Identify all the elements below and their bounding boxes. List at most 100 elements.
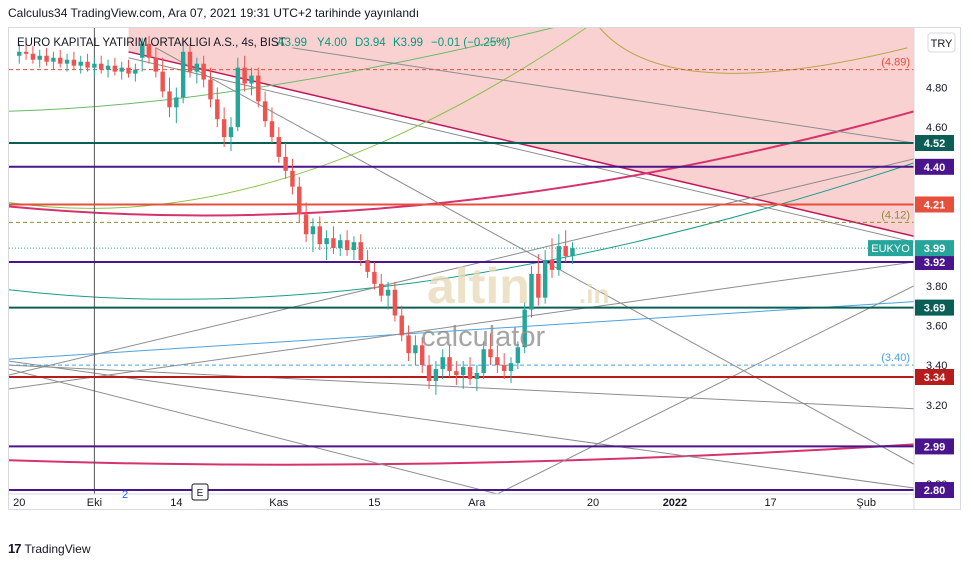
- candle-body: [515, 347, 521, 364]
- level-tag-3: [915, 253, 954, 270]
- ohlc-low: D3.94: [355, 37, 386, 49]
- currency-button[interactable]: TRY: [927, 32, 956, 53]
- candle: [256, 67, 261, 108]
- candle: [379, 273, 384, 302]
- candle: [420, 337, 425, 374]
- candle-body: [262, 101, 268, 122]
- legend: EURO KAPITAL YATIRIM ORTAKLIGI A.S., 4s,…: [17, 37, 510, 49]
- candle-body: [536, 273, 541, 298]
- candle-body: [215, 99, 220, 120]
- candle: [64, 53, 70, 72]
- candle-body: [549, 260, 555, 270]
- candle-body: [454, 371, 459, 376]
- candle-body: [276, 137, 282, 157]
- drawing-line-4: [599, 28, 908, 74]
- candle: [139, 37, 145, 72]
- symbol-tag-label: EUKYO: [871, 243, 910, 255]
- candle-body: [23, 51, 29, 54]
- candle: [201, 55, 206, 88]
- candle-body: [283, 156, 288, 171]
- candle-body: [269, 121, 275, 138]
- candle-body: [508, 363, 514, 372]
- candle-body: [317, 226, 322, 245]
- candle: [276, 127, 282, 163]
- candle-body: [297, 186, 302, 215]
- earnings-event[interactable]: E: [191, 483, 209, 501]
- candle-body: [290, 170, 295, 187]
- candle: [105, 59, 111, 78]
- candle-body: [324, 238, 329, 245]
- candle: [501, 353, 507, 379]
- drawing-line-13: [497, 285, 914, 494]
- candle: [351, 236, 357, 261]
- candle: [98, 55, 104, 74]
- candle: [481, 341, 486, 379]
- x-tick-label: 20: [587, 497, 599, 509]
- level-tag-2: [915, 196, 954, 213]
- candle-body: [365, 260, 370, 272]
- candle: [92, 57, 97, 76]
- candle-body: [71, 59, 77, 66]
- y-tick-label: 3.60: [926, 320, 947, 332]
- candle: [78, 55, 83, 74]
- price-chart[interactable]: (4.89)(4.12)(3.40) altin .in calculator …: [9, 28, 960, 509]
- level-tag-label-7: 2.80: [924, 485, 945, 497]
- candle-body: [167, 91, 172, 108]
- candle: [283, 143, 288, 179]
- candle-body: [310, 226, 316, 235]
- candle: [146, 35, 152, 64]
- candle-body: [529, 273, 534, 310]
- candle-body: [85, 61, 90, 68]
- candle: [262, 91, 268, 128]
- candle-body: [303, 214, 309, 235]
- candle: [385, 281, 391, 310]
- candle: [344, 230, 350, 257]
- candle: [454, 361, 459, 385]
- candle-body: [92, 63, 97, 68]
- level-tag-0: [915, 135, 954, 152]
- candle-body: [160, 71, 165, 92]
- candle: [23, 41, 29, 60]
- watermark-brand: altin: [427, 258, 530, 314]
- candle-body: [201, 63, 206, 80]
- candle: [208, 67, 213, 108]
- candle-body: [385, 289, 391, 296]
- candle: [30, 45, 36, 64]
- candle: [392, 281, 398, 322]
- drawing-line-12: [155, 47, 914, 465]
- candle-body: [228, 127, 234, 138]
- y-tick-label: 3.80: [926, 281, 947, 293]
- level-tag-5: [915, 369, 954, 386]
- level-tag-1: [915, 158, 954, 175]
- candle: [358, 234, 363, 266]
- candle-body: [433, 369, 439, 381]
- candle-body: [17, 51, 22, 56]
- candle-body: [180, 51, 186, 98]
- candle: [563, 230, 568, 262]
- drawing-line-5: [9, 443, 914, 466]
- candle-body: [481, 349, 486, 374]
- chart-frame: (4.89) (4.12) (3.40) altin .in calculator …: [8, 27, 961, 510]
- candle-body: [406, 335, 411, 354]
- candle-body: [542, 260, 548, 298]
- candle-body: [58, 57, 63, 64]
- candle: [536, 254, 541, 306]
- candle-body: [133, 69, 138, 74]
- candle: [37, 49, 42, 68]
- ohlc-change: −0.01 (−0.25%): [431, 37, 510, 49]
- candle: [447, 345, 452, 378]
- candle: [133, 63, 138, 82]
- candle-body: [358, 242, 363, 261]
- current-price-tag: [915, 240, 954, 257]
- candle: [542, 250, 548, 304]
- level-tag-4: [915, 299, 954, 316]
- candle: [180, 37, 186, 104]
- candle-body: [467, 367, 473, 379]
- candle: [549, 238, 555, 278]
- watermark-brand-suffix: .in: [579, 279, 609, 309]
- candle-body: [392, 289, 398, 316]
- candle-body: [242, 67, 247, 84]
- level-tag-label-5: 3.34: [924, 372, 946, 384]
- candle: [495, 345, 500, 374]
- candle: [426, 355, 432, 389]
